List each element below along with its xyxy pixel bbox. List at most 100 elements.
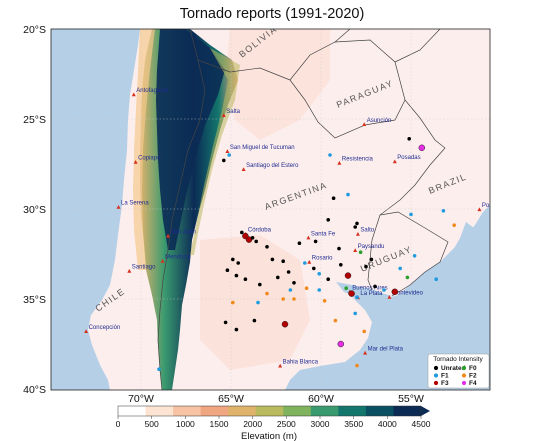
colorbar-segment <box>118 406 147 416</box>
tornado-point <box>452 223 457 227</box>
colorbar-label: Elevation (m) <box>241 431 297 441</box>
tornado-point <box>304 286 309 291</box>
tornado-point <box>286 270 291 274</box>
tornado-point <box>317 272 322 276</box>
tornado-point <box>313 239 318 244</box>
map-frame <box>50 28 491 391</box>
city-marker <box>353 248 358 252</box>
tornado-point <box>407 137 412 141</box>
city-label: Mar del Plata <box>368 347 404 353</box>
colorbar-tick-label: 500 <box>145 419 159 429</box>
tornado-point <box>256 300 260 305</box>
city-label: Copiapó <box>138 156 161 162</box>
colorbar-ticks: 0 500 1000 1500 2000 2500 3000 3500 4000 4500 <box>116 416 431 429</box>
legend-label: F3 <box>441 380 449 387</box>
tornado-point <box>326 277 331 282</box>
tornado-point <box>245 236 253 243</box>
lon-label-55w: 55°W <box>398 393 424 405</box>
border-bolivia-brazil <box>334 29 351 43</box>
map-title: Tornado reports (1991-2020) <box>179 6 365 22</box>
tornado-point <box>331 196 336 200</box>
city-marker <box>133 160 138 164</box>
city-label: San Juan <box>171 230 196 236</box>
tornado-point <box>250 236 255 240</box>
city-marker <box>166 233 170 238</box>
lat-label-35s: 35°S <box>23 294 46 306</box>
tornado-point <box>355 363 359 368</box>
city-label: Posadas <box>397 155 420 161</box>
colorbar-segment <box>310 406 339 416</box>
city-marker <box>84 329 89 333</box>
tornado-point <box>398 266 403 271</box>
tornado-point <box>355 221 359 226</box>
tornado-point <box>391 288 399 296</box>
lon-label-60w: 60°W <box>308 393 334 405</box>
tornado-point <box>270 257 275 262</box>
tornado-point <box>418 144 426 152</box>
lat-label-30s: 30°S <box>23 204 46 216</box>
tornado-point <box>222 158 226 163</box>
city-marker <box>362 122 367 126</box>
city-label: La Plata <box>360 291 383 297</box>
colorbar-tick-label: 2500 <box>277 419 296 429</box>
colorbar-tick-label: 4500 <box>412 419 431 429</box>
city-marker <box>355 232 360 236</box>
tornado-point <box>276 275 280 280</box>
border-chile-argentina <box>157 29 206 390</box>
city-label: San Miguel de Tucuman <box>230 145 295 151</box>
colorbar-tick-label: 1000 <box>176 419 195 429</box>
legend-marker <box>461 365 467 371</box>
tornado-point <box>265 291 269 296</box>
legend-label: F4 <box>469 380 477 387</box>
lon-label-65w: 65°W <box>218 393 244 405</box>
tornado-point <box>369 257 374 262</box>
legend-label: F2 <box>469 373 477 380</box>
city-marker <box>392 159 397 164</box>
legend-marker <box>433 380 439 386</box>
colorbar-segment <box>228 406 257 416</box>
city-marker <box>221 113 226 117</box>
city-label: Buenos Aires <box>352 285 387 291</box>
tornado-point <box>382 288 386 292</box>
city-label: Porto Alegre <box>482 203 516 209</box>
lat-label-20s: 20°S <box>23 24 46 36</box>
city-label: Antofagasta <box>136 88 169 94</box>
lowland-tint <box>225 29 330 140</box>
city-marker <box>363 350 368 355</box>
legend-title: Tornado Intensity <box>433 356 483 363</box>
city-label: Resistencia <box>342 157 374 163</box>
tornado-point <box>337 246 341 251</box>
tornado-point <box>240 230 244 235</box>
legend-marker <box>433 373 439 378</box>
tornado-point <box>234 273 239 278</box>
legend-label: F1 <box>441 373 449 380</box>
tornado-point <box>337 340 345 348</box>
tornado-point <box>441 209 446 213</box>
tornado-point <box>157 367 161 372</box>
colorbar-segment <box>255 406 284 416</box>
border-bolivia-argentina <box>197 59 291 81</box>
tornado-point <box>322 299 327 303</box>
tornado-point <box>234 327 239 332</box>
border-argentina-brazil <box>379 99 446 216</box>
tornado-point <box>252 318 257 323</box>
city-label: Montevideo <box>392 291 424 297</box>
altiplano <box>156 29 225 250</box>
city-marker <box>387 295 392 299</box>
legend-marker <box>461 380 467 386</box>
city-marker <box>116 205 121 209</box>
colorbar-segment <box>338 406 367 416</box>
tornado-point <box>317 288 322 292</box>
city-marker <box>127 268 132 273</box>
rio-de-la-plata <box>336 282 392 300</box>
colorbar-outline <box>117 405 422 417</box>
city-marker <box>278 363 283 368</box>
tornado-point <box>225 268 230 273</box>
border-uruguay <box>379 211 449 297</box>
colorbar: 0 500 1000 1500 2000 2500 3000 3500 4000 4500 Ele… <box>116 405 431 441</box>
tornado-point <box>281 320 289 328</box>
tornado-point <box>292 281 296 285</box>
lon-label-70w: 70°W <box>128 393 154 405</box>
